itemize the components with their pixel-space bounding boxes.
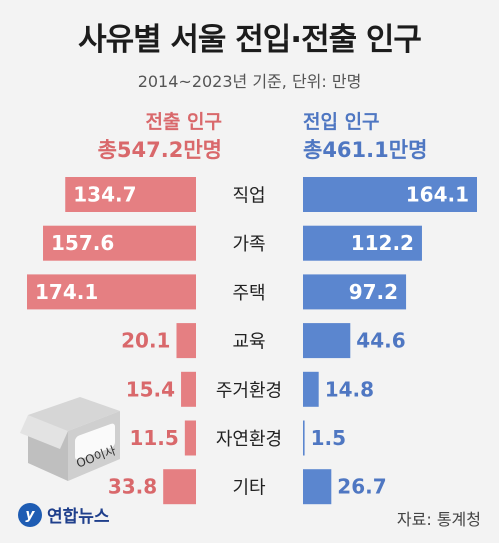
outflow-bar-0 <box>65 177 196 212</box>
category-label-4: 주거환경 <box>216 380 282 401</box>
chart-subtitle: 2014~2023년 기준, 단위: 만명 <box>137 72 362 91</box>
outflow-bar-5 <box>184 420 196 456</box>
inflow-header: 전입 인구 총461.1만명 <box>303 108 463 164</box>
inflow-bar-2 <box>303 274 407 310</box>
outflow-header: 전출 인구 총547.2만명 <box>62 108 222 164</box>
category-label-0: 직업 <box>232 186 265 207</box>
inflow-total: 총461.1만명 <box>303 138 428 162</box>
outflow-value-label-1: 157.6 <box>51 231 114 255</box>
inflow-bar-4 <box>303 371 319 407</box>
inflow-value-label-5: 1.5 <box>311 426 346 450</box>
inflow-value-label-1: 112.2 <box>351 231 414 255</box>
outflow-value-label-0: 134.7 <box>73 183 136 207</box>
outflow-value-label-4: 15.4 <box>126 377 175 401</box>
inflow-value-label-6: 26.7 <box>337 475 386 499</box>
inflow-bar-5 <box>303 420 305 456</box>
outflow-value-label-2: 174.1 <box>35 280 98 304</box>
chart-title: 사유별 서울 전입·전출 인구 <box>78 22 422 58</box>
outflow-bar-2 <box>27 274 196 310</box>
outflow-bar-4 <box>181 371 196 407</box>
inflow-bar-0 <box>303 177 477 212</box>
outflow-value-label-5: 11.5 <box>129 426 178 450</box>
inflow-label: 전입 인구 <box>303 111 380 133</box>
yonhap-logo: y 연합뉴스 <box>18 502 110 527</box>
category-label-3: 교육 <box>232 332 265 353</box>
inflow-value-label-2: 97.2 <box>349 280 398 304</box>
inflow-value-label-4: 14.8 <box>325 377 374 401</box>
category-label-1: 가족 <box>232 234 265 255</box>
outflow-total: 총547.2만명 <box>97 138 222 162</box>
outflow-bar-3 <box>176 323 196 359</box>
outflow-label: 전출 인구 <box>145 111 222 133</box>
outflow-value-label-6: 33.8 <box>108 475 157 499</box>
yonhap-logo-icon: y <box>18 502 42 527</box>
inflow-value-label-3: 44.6 <box>356 329 405 353</box>
outflow-bar-1 <box>43 225 196 261</box>
moving-box-icon: OO이사 <box>20 397 120 481</box>
category-label-5: 자연환경 <box>216 429 282 450</box>
inflow-bar-3 <box>303 323 351 359</box>
inflow-bar-6 <box>303 469 332 505</box>
source-note: 자료: 통계청 <box>396 510 481 529</box>
inflow-bar-1 <box>303 225 422 261</box>
outflow-bar-6 <box>163 469 196 505</box>
logo-text: 연합뉴스 <box>47 507 110 527</box>
category-label-6: 기타 <box>232 478 266 499</box>
category-label-2: 주택 <box>232 283 265 304</box>
outflow-value-label-3: 20.1 <box>121 329 170 353</box>
inflow-value-label-0: 164.1 <box>406 183 469 207</box>
